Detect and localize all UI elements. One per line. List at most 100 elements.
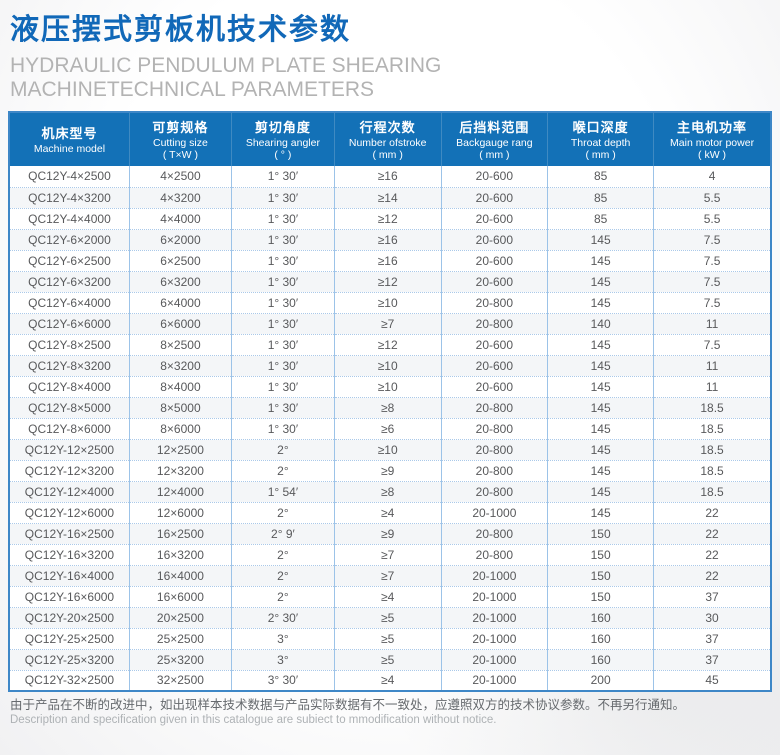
cell: ≥5: [334, 649, 442, 671]
header-row: 机床型号 Machine model 可剪规格 Cutting size( T×W )…: [9, 112, 771, 167]
cell-machine-model: QC12Y-4×3200: [9, 187, 130, 209]
cell: ≥5: [334, 628, 442, 650]
cell: 8×4000: [129, 376, 232, 398]
cell-machine-model: QC12Y-4×2500: [9, 166, 130, 188]
cell-machine-model: QC12Y-16×6000: [9, 586, 130, 608]
table-row: QC12Y-8×3200 8×3200 1° 30′ ≥10 20-600 145 11: [9, 355, 771, 377]
cell: 150: [547, 565, 655, 587]
cell: 1° 30′: [231, 229, 335, 251]
spec-table: 机床型号 Machine model 可剪规格 Cutting size( T×W )…: [8, 111, 772, 693]
cell: 11: [653, 376, 771, 398]
cell: ≥10: [334, 376, 442, 398]
cell: 150: [547, 586, 655, 608]
cell: 145: [547, 229, 655, 251]
cell: 200: [547, 670, 655, 692]
cell: 145: [547, 397, 655, 419]
cell: 1° 30′: [231, 334, 335, 356]
cell: 7.5: [653, 334, 771, 356]
table-row: QC12Y-8×4000 8×4000 1° 30′ ≥10 20-600 145 11: [9, 376, 771, 398]
column-header-cn: 主电机功率: [677, 120, 748, 136]
cell: ≥16: [334, 166, 442, 188]
column-header-unit: ( ° ): [274, 149, 292, 162]
cell: 145: [547, 376, 655, 398]
catalog-page: 液压摆式剪板机技术参数 HYDRAULIC PENDULUM PLATE SHE…: [8, 14, 772, 728]
cell: 6×6000: [129, 313, 232, 335]
cell: 7.5: [653, 250, 771, 272]
table-row: QC12Y-8×5000 8×5000 1° 30′ ≥8 20-800 145 18.5: [9, 397, 771, 419]
cell: 4×3200: [129, 187, 232, 209]
cell: ≥10: [334, 292, 442, 314]
cell: 5.5: [653, 187, 771, 209]
cell: 37: [653, 649, 771, 671]
cell-machine-model: QC12Y-25×3200: [9, 649, 130, 671]
cell: 8×2500: [129, 334, 232, 356]
cell: 20-1000: [441, 670, 549, 692]
cell: ≥12: [334, 334, 442, 356]
cell: 20-800: [441, 481, 549, 503]
cell: ≥4: [334, 502, 442, 524]
column-header-en: Main motor power: [670, 137, 755, 150]
cell: 8×6000: [129, 418, 232, 440]
table-row: QC12Y-6×6000 6×6000 1° 30′ ≥7 20-800 140 11: [9, 313, 771, 335]
cell: ≥4: [334, 670, 442, 692]
cell: 22: [653, 565, 771, 587]
column-header-en: Number ofstroke: [348, 137, 427, 150]
cell: 85: [547, 187, 655, 209]
cell-machine-model: QC12Y-16×4000: [9, 565, 130, 587]
cell: 1° 30′: [231, 355, 335, 377]
column-header-en: Backgauge rang: [456, 137, 533, 150]
cell-machine-model: QC12Y-6×3200: [9, 271, 130, 293]
column-header-en: Cutting size: [153, 137, 208, 150]
cell: ≥10: [334, 355, 442, 377]
column-header-cn: 行程次数: [359, 120, 416, 136]
cell: 18.5: [653, 481, 771, 503]
table-row: QC12Y-20×2500 20×2500 2° 30′ ≥5 20-1000 160 30: [9, 607, 771, 629]
cell: 160: [547, 607, 655, 629]
cell: 145: [547, 271, 655, 293]
cell: ≥9: [334, 523, 442, 545]
cell: 2°: [231, 565, 335, 587]
cell: ≥4: [334, 586, 442, 608]
cell: 37: [653, 628, 771, 650]
cell: 145: [547, 460, 655, 482]
cell: 8×3200: [129, 355, 232, 377]
cell-machine-model: QC12Y-6×2500: [9, 250, 130, 272]
footer: 由于产品在不断的改进中，如出现样本技术数据与产品实际数据有不一致处，应遵照双方的…: [10, 697, 772, 728]
cell: 145: [547, 334, 655, 356]
cell: 8×5000: [129, 397, 232, 419]
table-row: QC12Y-12×4000 12×4000 1° 54′ ≥8 20-800 145 18.…: [9, 481, 771, 503]
column-header-unit: ( mm ): [479, 149, 510, 162]
cell-machine-model: QC12Y-4×4000: [9, 208, 130, 230]
cell: ≥6: [334, 418, 442, 440]
cell-machine-model: QC12Y-6×2000: [9, 229, 130, 251]
cell: 20-800: [441, 292, 549, 314]
cell: 2°: [231, 586, 335, 608]
cell: ≥16: [334, 229, 442, 251]
cell: 6×2000: [129, 229, 232, 251]
cell: 2°: [231, 502, 335, 524]
column-header-cn: 可剪规格: [152, 120, 209, 136]
cell: 6×4000: [129, 292, 232, 314]
cell: 20×2500: [129, 607, 232, 629]
cell: ≥14: [334, 187, 442, 209]
cell: 7.5: [653, 271, 771, 293]
table-row: QC12Y-4×4000 4×4000 1° 30′ ≥12 20-600 85 5.5: [9, 208, 771, 230]
cell: 22: [653, 502, 771, 524]
column-header-en: Machine model: [33, 143, 106, 156]
cell: ≥10: [334, 439, 442, 461]
column-header-cn: 喉口深度: [572, 120, 629, 136]
table-row: QC12Y-12×3200 12×3200 2° ≥9 20-800 145 18.5: [9, 460, 771, 482]
cell: 22: [653, 523, 771, 545]
cell: ≥16: [334, 250, 442, 272]
cell-machine-model: QC12Y-12×2500: [9, 439, 130, 461]
cell: 37: [653, 586, 771, 608]
cell: 20-600: [441, 250, 549, 272]
table-row: QC12Y-4×3200 4×3200 1° 30′ ≥14 20-600 85 5.5: [9, 187, 771, 209]
column-header: 行程次数 Number ofstroke( mm ): [334, 112, 442, 167]
cell: 20-1000: [441, 649, 549, 671]
cell: 1° 30′: [231, 271, 335, 293]
cell: 1° 54′: [231, 481, 335, 503]
cell: 160: [547, 628, 655, 650]
column-header: 可剪规格 Cutting size( T×W ): [129, 112, 232, 167]
footer-note-cn: 由于产品在不断的改进中，如出现样本技术数据与产品实际数据有不一致处，应遵照双方的…: [10, 698, 686, 713]
